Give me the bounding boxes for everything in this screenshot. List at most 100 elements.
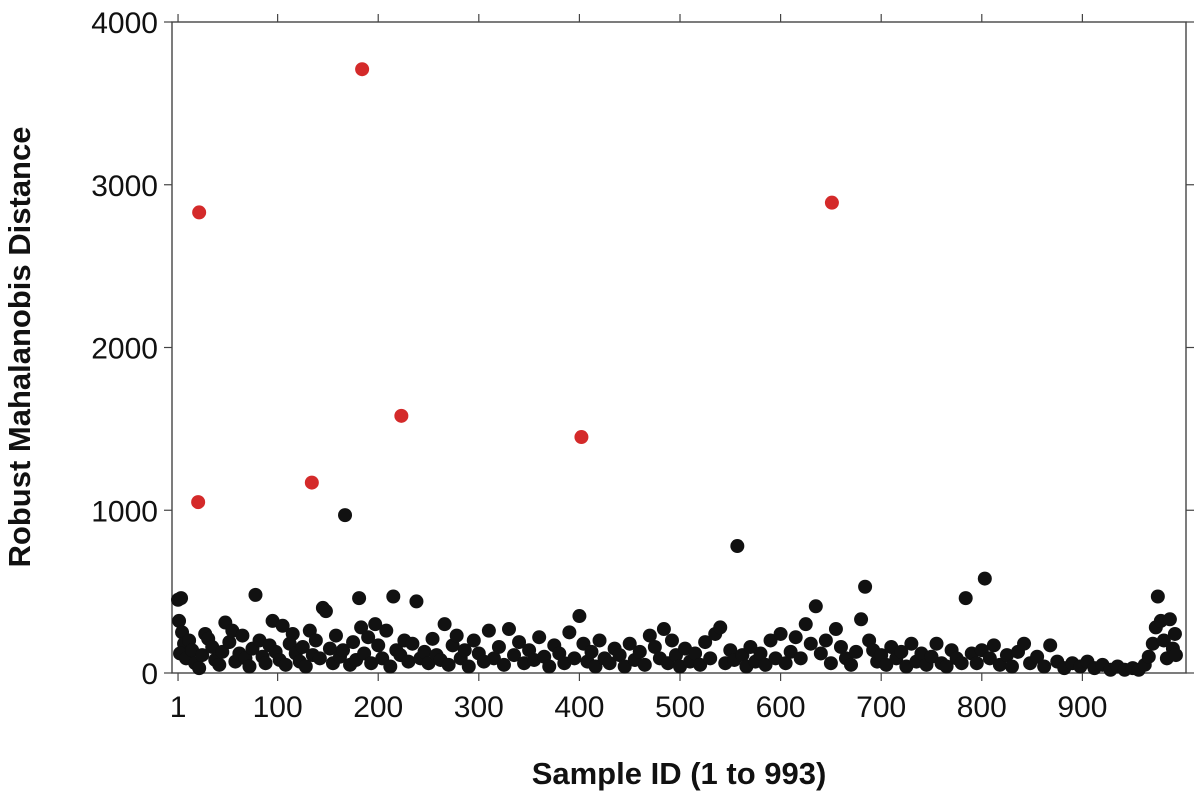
y-axis-ticks: 0 1000 2000 3000 4000 bbox=[91, 7, 1194, 691]
data-point bbox=[361, 630, 376, 645]
data-point bbox=[298, 659, 313, 674]
data-point bbox=[798, 617, 813, 632]
data-point bbox=[698, 635, 713, 650]
x-tick-label: 900 bbox=[1057, 691, 1107, 724]
data-point bbox=[929, 636, 944, 651]
data-point bbox=[572, 609, 587, 624]
data-point bbox=[466, 633, 481, 648]
x-axis-title: Sample ID (1 to 993) bbox=[532, 756, 827, 791]
data-point bbox=[833, 639, 848, 654]
x-tick-label: 800 bbox=[957, 691, 1007, 724]
data-point bbox=[992, 657, 1007, 672]
data-point bbox=[939, 659, 954, 674]
data-point bbox=[879, 657, 894, 672]
x-tick-label: 100 bbox=[253, 691, 303, 724]
x-tick-label: 200 bbox=[353, 691, 403, 724]
data-point bbox=[637, 657, 652, 672]
data-point bbox=[417, 644, 432, 659]
data-point bbox=[338, 508, 353, 523]
data-point bbox=[1156, 633, 1171, 648]
data-point bbox=[352, 591, 367, 606]
data-point bbox=[275, 618, 290, 633]
data-point bbox=[730, 539, 745, 554]
data-point bbox=[588, 659, 603, 674]
data-point bbox=[174, 591, 189, 606]
data-point bbox=[318, 604, 333, 619]
data-point bbox=[222, 635, 237, 650]
data-point bbox=[969, 656, 984, 671]
data-point bbox=[496, 657, 511, 672]
data-point bbox=[425, 631, 440, 646]
data-point bbox=[1017, 636, 1032, 651]
data-point bbox=[703, 651, 718, 666]
data-point bbox=[532, 630, 547, 645]
data-point bbox=[813, 646, 828, 661]
y-axis-title: Robust Mahalanobis Distance bbox=[2, 127, 37, 568]
data-point bbox=[758, 657, 773, 672]
data-point bbox=[656, 622, 671, 637]
data-point bbox=[1145, 636, 1160, 651]
data-point bbox=[567, 651, 582, 666]
x-tick-label: 500 bbox=[655, 691, 705, 724]
data-point bbox=[308, 633, 323, 648]
data-point bbox=[491, 639, 506, 654]
data-point bbox=[562, 625, 577, 640]
data-point bbox=[763, 633, 778, 648]
data-point bbox=[336, 643, 351, 658]
data-point bbox=[632, 644, 647, 659]
data-point bbox=[512, 635, 527, 650]
data-point bbox=[192, 661, 207, 676]
data-point bbox=[1141, 649, 1156, 664]
data-point bbox=[977, 571, 992, 586]
data-point bbox=[322, 641, 337, 656]
data-point bbox=[617, 659, 632, 674]
data-point bbox=[248, 587, 263, 602]
data-point bbox=[1162, 612, 1177, 627]
data-point bbox=[858, 579, 873, 594]
data-point bbox=[542, 659, 557, 674]
x-tick-label: 400 bbox=[554, 691, 604, 724]
data-point bbox=[1030, 649, 1045, 664]
data-point bbox=[622, 636, 637, 651]
data-point bbox=[849, 644, 864, 659]
data-point bbox=[778, 656, 793, 671]
data-point bbox=[982, 651, 997, 666]
data-point bbox=[693, 657, 708, 672]
data-point bbox=[368, 617, 383, 632]
data-point bbox=[688, 646, 703, 661]
x-tick-label: 300 bbox=[454, 691, 504, 724]
y-tick-label: 0 bbox=[141, 658, 158, 691]
data-point bbox=[357, 646, 372, 661]
data-point bbox=[612, 648, 627, 663]
data-point bbox=[235, 628, 250, 643]
data-point bbox=[753, 646, 768, 661]
data-point bbox=[1168, 648, 1183, 663]
plot-frame bbox=[171, 21, 1187, 674]
data-point bbox=[285, 626, 300, 641]
outlier-point bbox=[394, 408, 409, 423]
x-tick-label: 700 bbox=[856, 691, 906, 724]
data-point bbox=[828, 622, 843, 637]
data-point bbox=[664, 633, 679, 648]
data-point bbox=[449, 628, 464, 643]
data-points bbox=[171, 62, 1183, 677]
data-point bbox=[808, 599, 823, 614]
data-point bbox=[1043, 638, 1058, 653]
data-point bbox=[793, 651, 808, 666]
y-tick-label: 4000 bbox=[91, 7, 158, 40]
data-point bbox=[602, 656, 617, 671]
data-point bbox=[386, 589, 401, 604]
data-point bbox=[383, 659, 398, 674]
y-tick-label: 3000 bbox=[91, 170, 158, 203]
data-point bbox=[1004, 659, 1019, 674]
data-point bbox=[507, 648, 522, 663]
outlier-point bbox=[192, 205, 207, 220]
x-tick-label: 600 bbox=[756, 691, 806, 724]
data-point bbox=[773, 626, 788, 641]
data-point bbox=[1037, 659, 1052, 674]
data-point bbox=[212, 657, 227, 672]
data-point bbox=[461, 659, 476, 674]
y-tick-label: 2000 bbox=[91, 333, 158, 366]
